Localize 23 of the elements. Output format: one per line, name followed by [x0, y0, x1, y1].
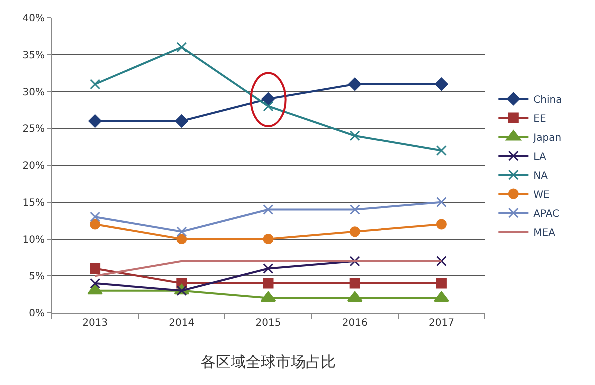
legend-label: EE [534, 114, 546, 125]
legend-label: MEA [534, 228, 556, 239]
y-tick-label: 40% [22, 14, 45, 24]
y-tick-label: 0% [29, 308, 45, 320]
legend-label: China [534, 94, 562, 106]
x-tick-label: 2016 [342, 318, 368, 329]
legend-label: APAC [534, 208, 560, 220]
legend-label: LA [534, 152, 546, 163]
x-tick-label: 2014 [169, 318, 195, 329]
legend-label: Japan [532, 132, 562, 144]
y-tick-label: 5% [29, 272, 45, 283]
x-tick-label: 2013 [82, 318, 108, 329]
y-tick-label: 20% [22, 161, 45, 172]
y-tick-label: 30% [22, 87, 45, 98]
y-tick-label: 25% [22, 124, 45, 136]
text: 各区域全球市场占比 [201, 353, 336, 371]
x-tick-label: 2017 [428, 318, 454, 329]
legend-label: NA [534, 170, 548, 182]
y-tick-label: 35% [22, 50, 45, 62]
legend-label: WE [534, 190, 550, 201]
y-tick-label: 15% [22, 198, 45, 209]
x-tick-label: 2015 [256, 318, 282, 329]
y-tick-label: 10% [22, 234, 45, 246]
